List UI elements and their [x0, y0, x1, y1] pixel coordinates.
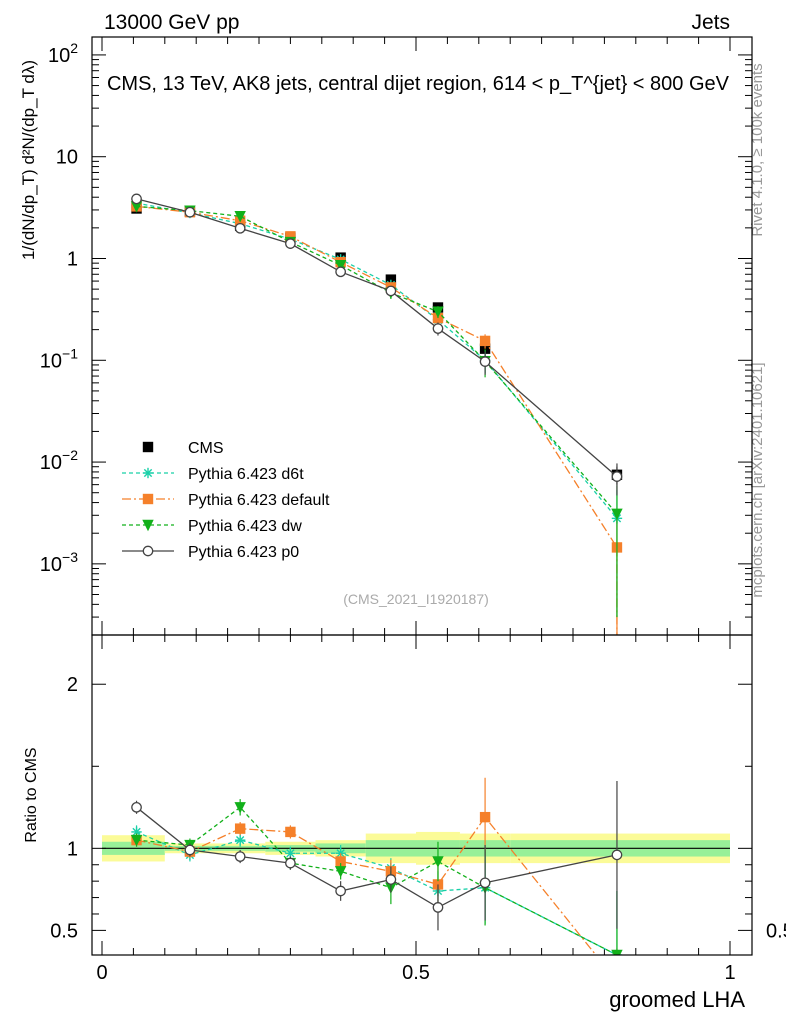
x-tick-label: 1 — [724, 962, 735, 984]
legend-marker — [142, 493, 154, 505]
x-tick-label: 0 — [96, 962, 107, 984]
data-point — [611, 508, 623, 521]
series-default — [131, 201, 623, 635]
legend-item-dw: Pythia 6.423 dw — [122, 518, 302, 535]
ratio-point — [234, 823, 246, 834]
ratio-axis-ticks: 0.5 0.5 1 2 0 0.5 1 — [50, 635, 786, 984]
data-point — [285, 231, 296, 242]
legend-marker — [142, 519, 154, 532]
ratio-point — [234, 802, 246, 814]
ratio-y-tick-label: 0.5 — [50, 920, 78, 942]
ratio-point — [479, 811, 491, 823]
legend-label: CMS — [188, 440, 224, 457]
y-tick-label: 1 — [67, 248, 78, 270]
ratio-series-p0 — [131, 781, 623, 931]
data-point — [432, 312, 444, 324]
y-tick-label: 10−2 — [40, 447, 78, 474]
ratio-point — [335, 885, 346, 897]
data-point — [234, 211, 246, 223]
data-point — [184, 206, 196, 218]
ratio-point — [334, 866, 347, 878]
legend-label: Pythia 6.423 dw — [188, 518, 302, 535]
ratio-point — [611, 949, 623, 955]
main-axis-ticks: 10−3 10−2 10−1 1 10 102 — [40, 37, 752, 636]
y-tick-label: 10 — [56, 147, 78, 169]
ratio-y-axis-label: Ratio to CMS — [23, 747, 40, 842]
y-tick-label: 10−3 — [40, 549, 78, 576]
data-point — [479, 356, 491, 367]
data-point — [334, 259, 347, 272]
y-tick-label: 102 — [48, 40, 78, 67]
x-tick-label: 0.5 — [402, 962, 430, 984]
legend-item-d6t: Pythia 6.423 d6t — [122, 466, 304, 483]
ratio-y-tick-label: 1 — [67, 838, 78, 860]
x-axis-label: groomed LHA — [609, 987, 745, 1012]
ratio-point — [432, 902, 444, 913]
data-point — [611, 471, 623, 482]
ratio-panel: 0.5 0.5 1 2 0 0.5 1 — [50, 635, 786, 984]
ratio-point — [479, 877, 491, 889]
legend-item-default: Pythia 6.423 default — [122, 492, 330, 509]
data-point — [385, 285, 397, 297]
ratio-point — [432, 856, 444, 868]
data-point — [432, 323, 444, 334]
legend-marker — [142, 467, 154, 479]
analysis-watermark: (CMS_2021_I1920187) — [343, 591, 489, 607]
data-point — [479, 335, 491, 347]
ratio-y-tick-label: 2 — [67, 674, 78, 696]
ratio-line — [136, 806, 618, 955]
ratio-point — [611, 849, 623, 861]
ratio-point — [285, 857, 296, 869]
main-y-axis-label: 1/(dN/dp_T) d²N/(dp_T dλ) — [19, 60, 38, 260]
legend-label: Pythia 6.423 p0 — [188, 544, 299, 561]
ratio-point — [335, 856, 346, 867]
y-tick-label: 10−1 — [40, 345, 78, 372]
ratio-panel-frame — [91, 634, 753, 956]
legend-label: Pythia 6.423 default — [188, 492, 330, 509]
legend-marker — [142, 441, 154, 453]
ratio-point — [234, 851, 246, 862]
plot-title: CMS, 13 TeV, AK8 jets, central dijet reg… — [107, 73, 730, 95]
data-point — [385, 274, 397, 285]
legend-item-cms: CMS — [142, 440, 224, 457]
data-point — [285, 238, 296, 249]
legend-marker — [142, 545, 154, 557]
legend-item-p0: Pythia 6.423 p0 — [122, 544, 299, 561]
ratio-point — [385, 874, 397, 885]
ratio-point — [184, 844, 196, 856]
mcplots-label: mcplots.cern.ch [arXiv:2401.10621] — [749, 362, 766, 597]
ratio-point — [285, 826, 296, 838]
ratio-y-tick-label-right: 0.5 — [766, 920, 786, 942]
ratio-series-default — [131, 777, 618, 955]
ratio-point — [131, 801, 142, 813]
data-point — [432, 306, 444, 318]
data-point — [131, 193, 142, 205]
data-point — [234, 222, 246, 234]
ratio-series-dw — [130, 799, 623, 955]
data-point — [335, 266, 346, 278]
data-point — [130, 201, 143, 213]
legend-label: Pythia 6.423 d6t — [188, 466, 304, 483]
series-p0 — [131, 193, 623, 496]
main-panel: 10−3 10−2 10−1 1 10 102 — [40, 37, 752, 636]
ratio-point — [130, 834, 143, 847]
ratio-point — [234, 834, 246, 846]
ratio-point — [131, 826, 142, 838]
legend: CMS Pythia 6.423 d6t Pythia 6.423 default P… — [122, 440, 330, 561]
header-left: 13000 GeV pp — [104, 11, 239, 34]
ratio-line — [136, 816, 597, 955]
series-line — [136, 205, 618, 548]
series-line — [136, 205, 618, 515]
header-right: Jets — [691, 11, 730, 34]
rivet-label: Rivet 4.1.0, ≥ 100k events — [749, 63, 766, 236]
